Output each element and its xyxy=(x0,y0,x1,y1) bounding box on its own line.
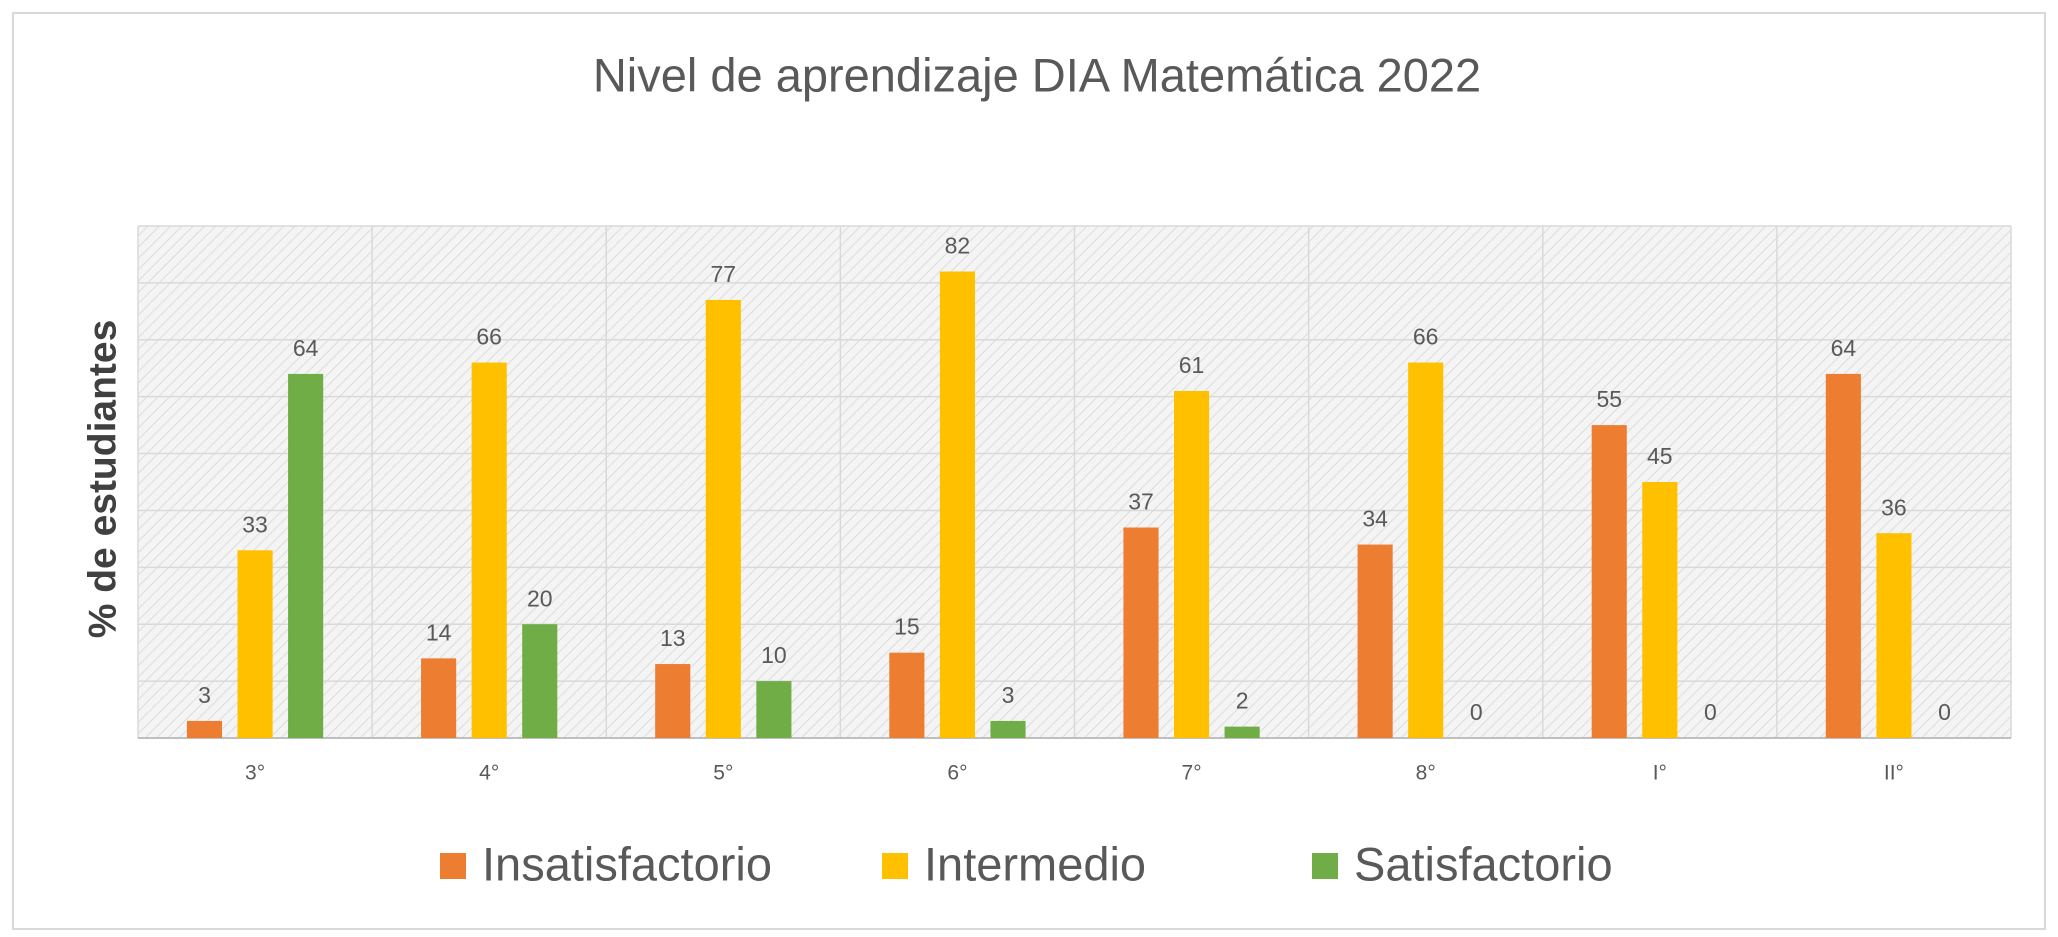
bar xyxy=(990,720,1026,738)
data-label: 66 xyxy=(1413,324,1439,350)
data-label: 10 xyxy=(761,642,787,668)
bar xyxy=(1357,544,1393,738)
data-label: 13 xyxy=(660,625,686,651)
bar xyxy=(1123,527,1159,738)
data-label: 34 xyxy=(1362,506,1388,532)
bar xyxy=(186,720,223,738)
legend-label: Insatisfactorio xyxy=(482,837,772,890)
bar xyxy=(756,681,792,738)
bar xyxy=(1408,362,1444,738)
bar xyxy=(1825,373,1861,738)
legend-swatch xyxy=(1312,853,1338,879)
bar xyxy=(288,373,324,738)
data-label: 33 xyxy=(242,511,268,537)
data-label: 3 xyxy=(198,682,211,708)
x-tick-label: I° xyxy=(1653,762,1667,785)
data-label: 37 xyxy=(1128,489,1154,515)
data-label: 66 xyxy=(476,324,502,350)
data-label: 82 xyxy=(945,233,971,259)
bar xyxy=(421,658,457,738)
x-tick-label: 3° xyxy=(245,762,265,785)
data-label: 64 xyxy=(293,335,319,361)
data-label: 0 xyxy=(1938,699,1951,725)
bar xyxy=(939,271,975,738)
y-axis-label: % de estudiantes xyxy=(81,320,124,639)
data-label: 2 xyxy=(1236,688,1249,714)
x-tick-label: 8° xyxy=(1416,762,1436,785)
bar xyxy=(1591,425,1627,738)
bar xyxy=(237,550,273,738)
data-label: 61 xyxy=(1179,352,1205,378)
legend-swatch xyxy=(882,853,908,879)
bar xyxy=(655,664,691,738)
bar xyxy=(1174,390,1210,738)
data-label: 15 xyxy=(894,614,920,640)
data-label: 0 xyxy=(1470,699,1483,725)
x-tick-label: 7° xyxy=(1182,762,1202,785)
legend-label: Intermedio xyxy=(924,837,1146,890)
bar xyxy=(522,624,558,738)
x-tick-label: 5° xyxy=(713,762,733,785)
data-label: 64 xyxy=(1831,335,1857,361)
data-label: 0 xyxy=(1704,699,1717,725)
bar xyxy=(471,362,507,738)
legend-label: Satisfactorio xyxy=(1354,837,1613,890)
data-label: 36 xyxy=(1881,494,1907,520)
data-label: 55 xyxy=(1596,386,1622,412)
chart-title: Nivel de aprendizaje DIA Matemática 2022 xyxy=(593,48,1481,101)
bar xyxy=(1224,726,1260,738)
x-tick-label: 4° xyxy=(479,762,499,785)
data-label: 20 xyxy=(527,585,553,611)
bar xyxy=(1642,482,1678,738)
x-tick-label: II° xyxy=(1884,762,1904,785)
legend-swatch xyxy=(440,853,466,879)
bar xyxy=(705,299,741,738)
bar xyxy=(889,652,925,738)
bar xyxy=(1876,533,1912,738)
x-tick-label: 6° xyxy=(947,762,967,785)
data-label: 45 xyxy=(1647,443,1673,469)
data-label: 3 xyxy=(1002,682,1015,708)
data-label: 14 xyxy=(426,619,452,645)
data-label: 77 xyxy=(711,261,737,287)
